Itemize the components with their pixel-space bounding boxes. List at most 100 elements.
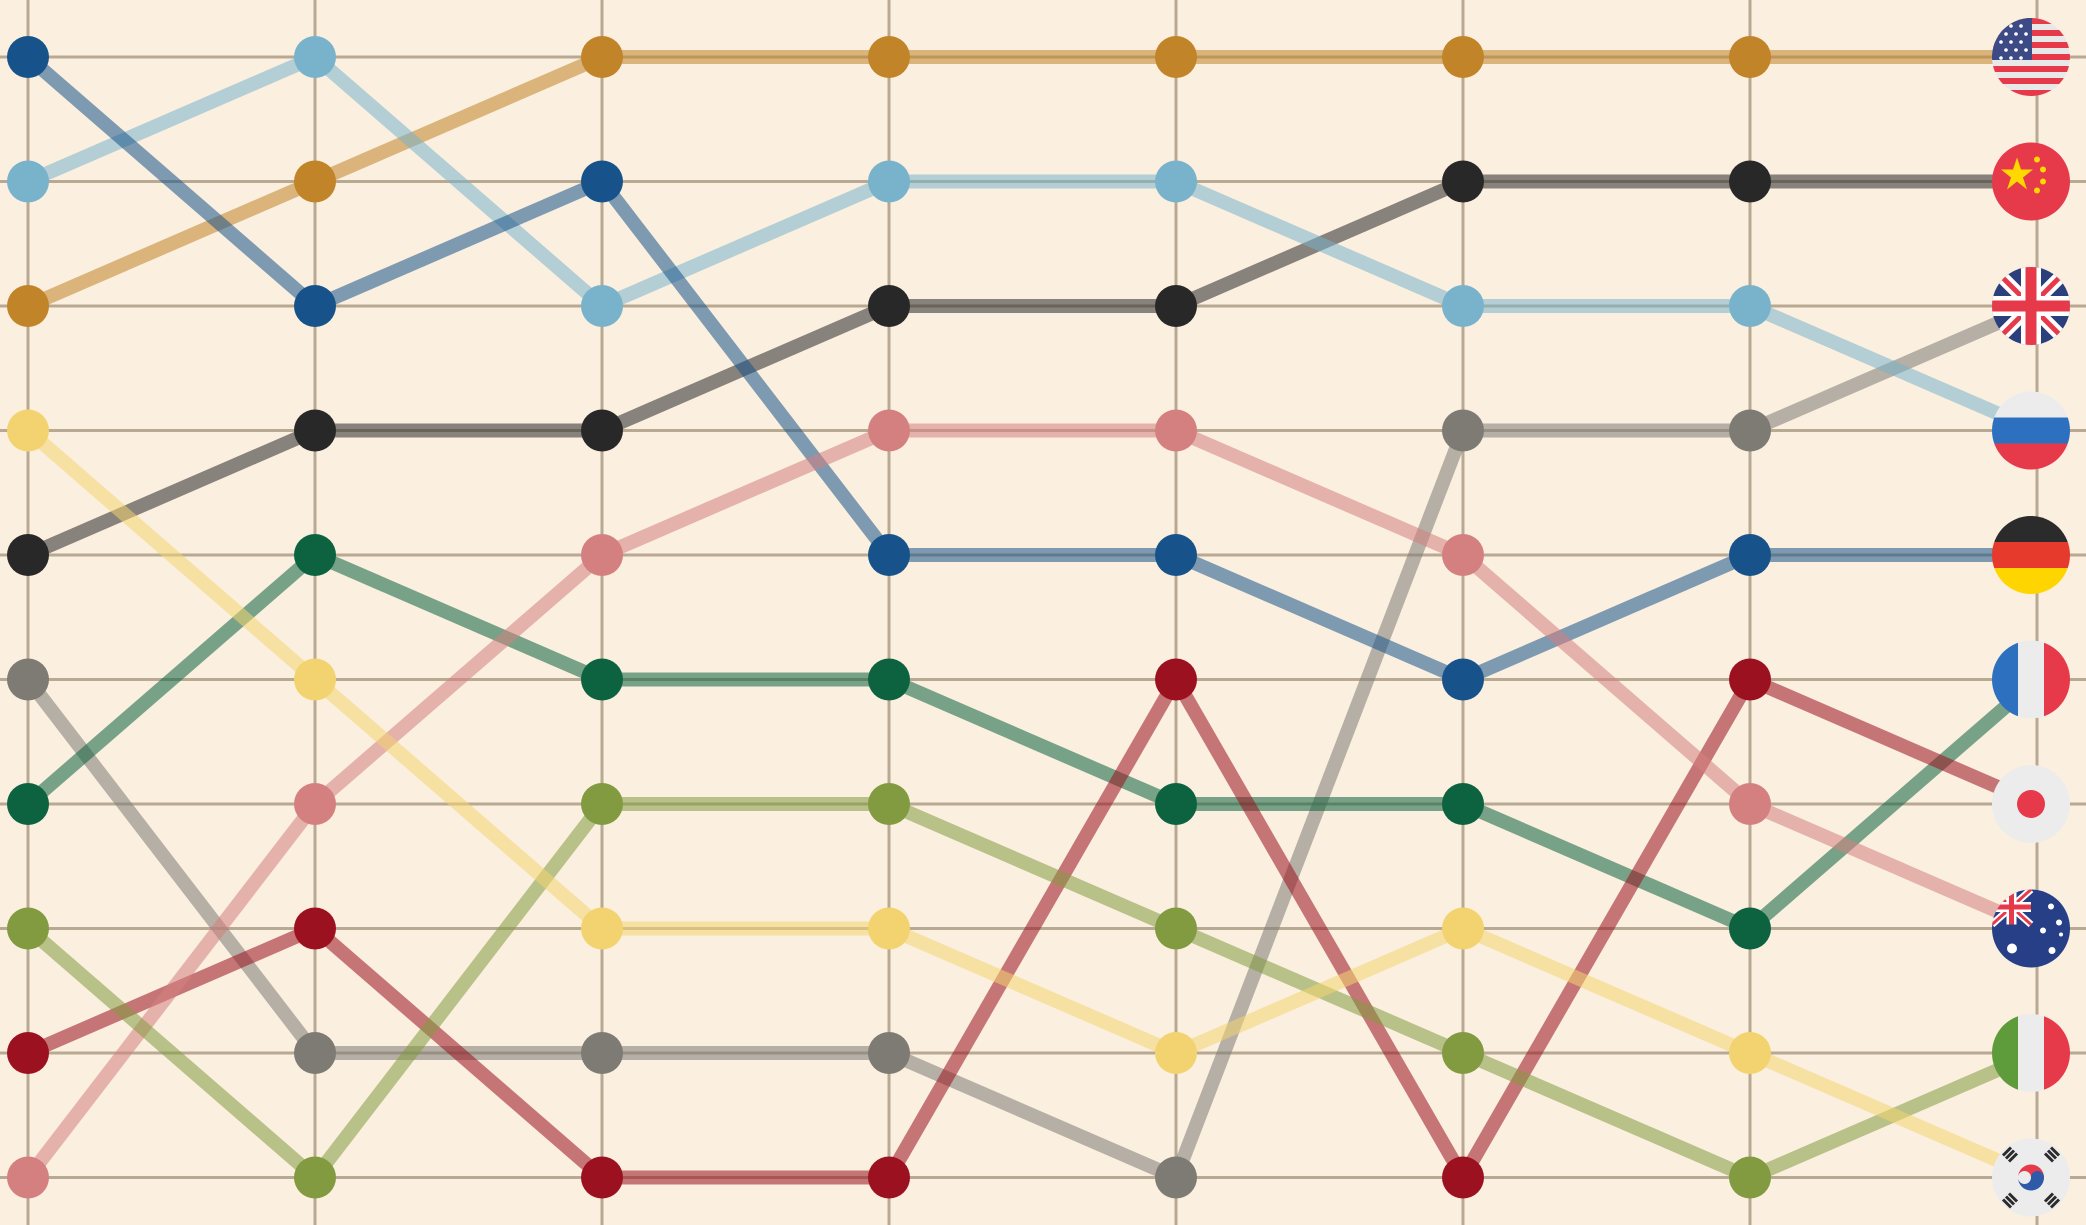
data-point-australia — [1442, 534, 1484, 576]
italy-flag-icon — [1992, 1014, 2070, 1092]
data-point-france — [868, 658, 910, 701]
series-line-germany — [1173, 548, 1466, 686]
australia-flag-icon-wrapper — [1992, 889, 2070, 968]
data-point-south-korea — [7, 409, 49, 452]
data-point-france — [7, 783, 49, 825]
data-point-germany — [1729, 534, 1771, 576]
data-point-usa — [581, 36, 623, 78]
data-point-italy — [868, 783, 910, 825]
series-line-uk — [886, 1046, 1179, 1184]
series-line-uk — [22, 675, 321, 1058]
data-point-france — [581, 658, 623, 701]
series-line-south-korea — [310, 674, 607, 934]
series-lines — [22, 50, 2042, 1185]
russia-flag-icon-wrapper — [1992, 391, 2070, 470]
data-point-china — [294, 409, 336, 452]
data-point-china — [868, 285, 910, 327]
data-point-usa — [1442, 36, 1484, 78]
data-point-germany — [294, 285, 336, 327]
germany-flag-icon-wrapper — [1992, 516, 2070, 594]
series-line-japan — [1169, 676, 1470, 1181]
series-line-china — [25, 424, 318, 562]
south-korea-flag-icon — [1992, 1138, 2070, 1217]
data-point-russia — [1442, 285, 1484, 327]
data-point-japan — [581, 1156, 623, 1199]
data-point-russia — [294, 36, 336, 78]
data-point-italy — [1155, 907, 1197, 950]
data-point-japan — [868, 1156, 910, 1199]
series-line-france — [23, 549, 320, 810]
data-point-france — [1729, 907, 1771, 950]
series-line-russia — [1173, 175, 1466, 313]
data-point-usa — [294, 160, 336, 203]
data-point-italy — [1729, 1156, 1771, 1199]
series-line-usa — [25, 175, 318, 313]
series-line-russia — [599, 175, 892, 313]
data-point-china — [581, 409, 623, 452]
data-point-usa — [868, 36, 910, 78]
data-point-russia — [1729, 285, 1771, 327]
series-line-australia — [22, 799, 321, 1182]
data-point-uk — [581, 1032, 623, 1074]
china-flag-icon — [1992, 142, 2070, 221]
series-line-australia — [1173, 424, 1466, 562]
series-line-germany — [596, 177, 895, 560]
series-line-germany — [1460, 548, 1753, 686]
series-line-italy — [886, 797, 1179, 935]
data-point-germany — [1442, 658, 1484, 701]
data-point-south-korea — [868, 907, 910, 950]
data-point-japan — [294, 907, 336, 950]
russia-flag-icon — [1992, 391, 2070, 470]
data-point-south-korea — [1442, 907, 1484, 950]
data-point-usa — [7, 285, 49, 327]
france-flag-icon-wrapper — [1992, 640, 2070, 719]
series-line-russia — [25, 50, 318, 188]
data-point-china — [1442, 160, 1484, 203]
series-line-russia — [310, 51, 607, 312]
series-line-germany — [23, 51, 320, 312]
usa-flag-icon-wrapper — [1992, 18, 2070, 96]
uk-flag-icon-wrapper — [1992, 267, 2070, 345]
data-point-russia — [581, 285, 623, 327]
data-point-australia — [1155, 409, 1197, 452]
data-point-russia — [1155, 160, 1197, 203]
data-point-south-korea — [294, 658, 336, 701]
data-point-japan — [1155, 658, 1197, 701]
data-point-germany — [7, 36, 49, 78]
japan-flag-icon-wrapper — [1992, 765, 2070, 843]
data-point-france — [1442, 783, 1484, 825]
series-line-italy — [23, 923, 320, 1183]
series-line-france — [886, 673, 1179, 811]
data-point-japan — [1442, 1156, 1484, 1199]
series-points — [7, 36, 1771, 1199]
series-line-japan — [882, 676, 1183, 1181]
series-line-japan — [310, 923, 607, 1183]
data-point-russia — [868, 160, 910, 203]
data-point-japan — [7, 1032, 49, 1074]
data-point-germany — [581, 160, 623, 203]
series-line-australia — [310, 549, 607, 810]
data-point-uk — [868, 1032, 910, 1074]
series-line-south-korea — [886, 922, 1179, 1060]
data-point-germany — [1155, 534, 1197, 576]
series-line-italy — [1460, 1046, 1753, 1184]
china-flag-icon-wrapper — [1992, 142, 2070, 221]
data-point-italy — [1442, 1032, 1484, 1074]
uk-flag-icon — [1992, 267, 2070, 345]
data-point-south-korea — [1729, 1032, 1771, 1074]
series-line-japan — [1747, 673, 2040, 811]
usa-flag-icon — [1992, 18, 2070, 96]
data-point-australia — [581, 534, 623, 576]
data-point-italy — [581, 783, 623, 825]
data-point-france — [1155, 783, 1197, 825]
data-point-italy — [294, 1156, 336, 1199]
series-line-south-korea — [1747, 1046, 2040, 1184]
series-line-france — [312, 548, 605, 686]
australia-flag-icon — [1992, 889, 2070, 968]
series-line-france — [1460, 797, 1753, 935]
data-point-usa — [1155, 36, 1197, 78]
data-point-russia — [7, 160, 49, 203]
data-point-south-korea — [581, 907, 623, 950]
